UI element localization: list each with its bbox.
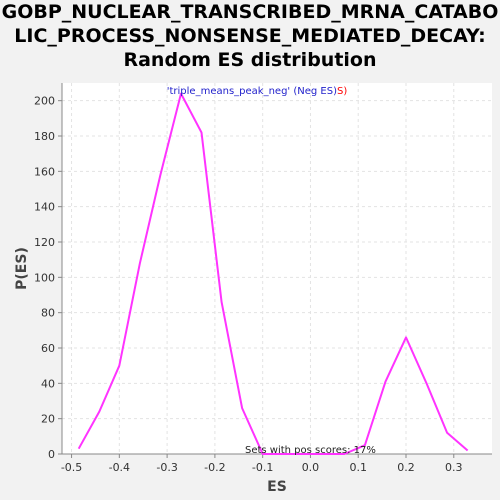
es-distribution-line	[77, 92, 469, 455]
x-tick-label: -0.3	[156, 461, 177, 474]
y-tick-label: 100	[34, 271, 55, 284]
legend-suffix: S)	[337, 86, 347, 97]
plot-area	[62, 83, 492, 454]
chart-title-line-2: LIC_PROCESS_NONSENSE_MEDIATED_DECAY:	[14, 25, 486, 47]
y-tick-label: 0	[48, 448, 55, 461]
chart-title-line-3: Random ES distribution	[123, 49, 377, 71]
axes: 0 20 40 60 80 100 120 140 160 180 200 -0.5 -0.4 -0.3 -…	[34, 83, 492, 474]
y-tick-label: 160	[34, 165, 55, 178]
y-tick-label: 20	[41, 413, 55, 426]
x-axis-label: ES	[267, 479, 287, 495]
x-tick-label: 0.3	[445, 461, 463, 474]
legend-series-name: 'triple_means_peak_neg'	[167, 86, 290, 97]
x-tick-label: -0.4	[109, 461, 130, 474]
legend-qualifier: (Neg ES)	[290, 86, 337, 97]
legend: 'triple_means_peak_neg' (Neg ES)S)	[167, 86, 348, 97]
y-tick-label: 60	[41, 342, 55, 355]
y-tick-label: 140	[34, 201, 55, 214]
y-tick-label: 40	[41, 377, 55, 390]
x-tick-label: -0.2	[204, 461, 225, 474]
x-tick-label: 0.0	[302, 461, 320, 474]
chart-title: GOBP_NUCLEAR_TRANSCRIBED_MRNA_CATABO LIC…	[0, 0, 500, 72]
x-tick-label: 0.1	[349, 461, 367, 474]
y-tick-label: 180	[34, 130, 55, 143]
y-tick-label: 80	[41, 307, 55, 320]
y-tick-label: 120	[34, 236, 55, 249]
x-tick-label: 0.2	[397, 461, 415, 474]
y-tick-label: 200	[34, 95, 55, 108]
y-axis-label: P(ES)	[14, 247, 30, 290]
pos-scores-annotation: Sets with pos scores: 17%	[245, 445, 376, 456]
chart-title-line-1: GOBP_NUCLEAR_TRANSCRIBED_MRNA_CATABO	[1, 1, 499, 23]
series-group	[77, 92, 469, 455]
x-tick-label: -0.1	[252, 461, 273, 474]
x-tick-label: -0.5	[61, 461, 82, 474]
